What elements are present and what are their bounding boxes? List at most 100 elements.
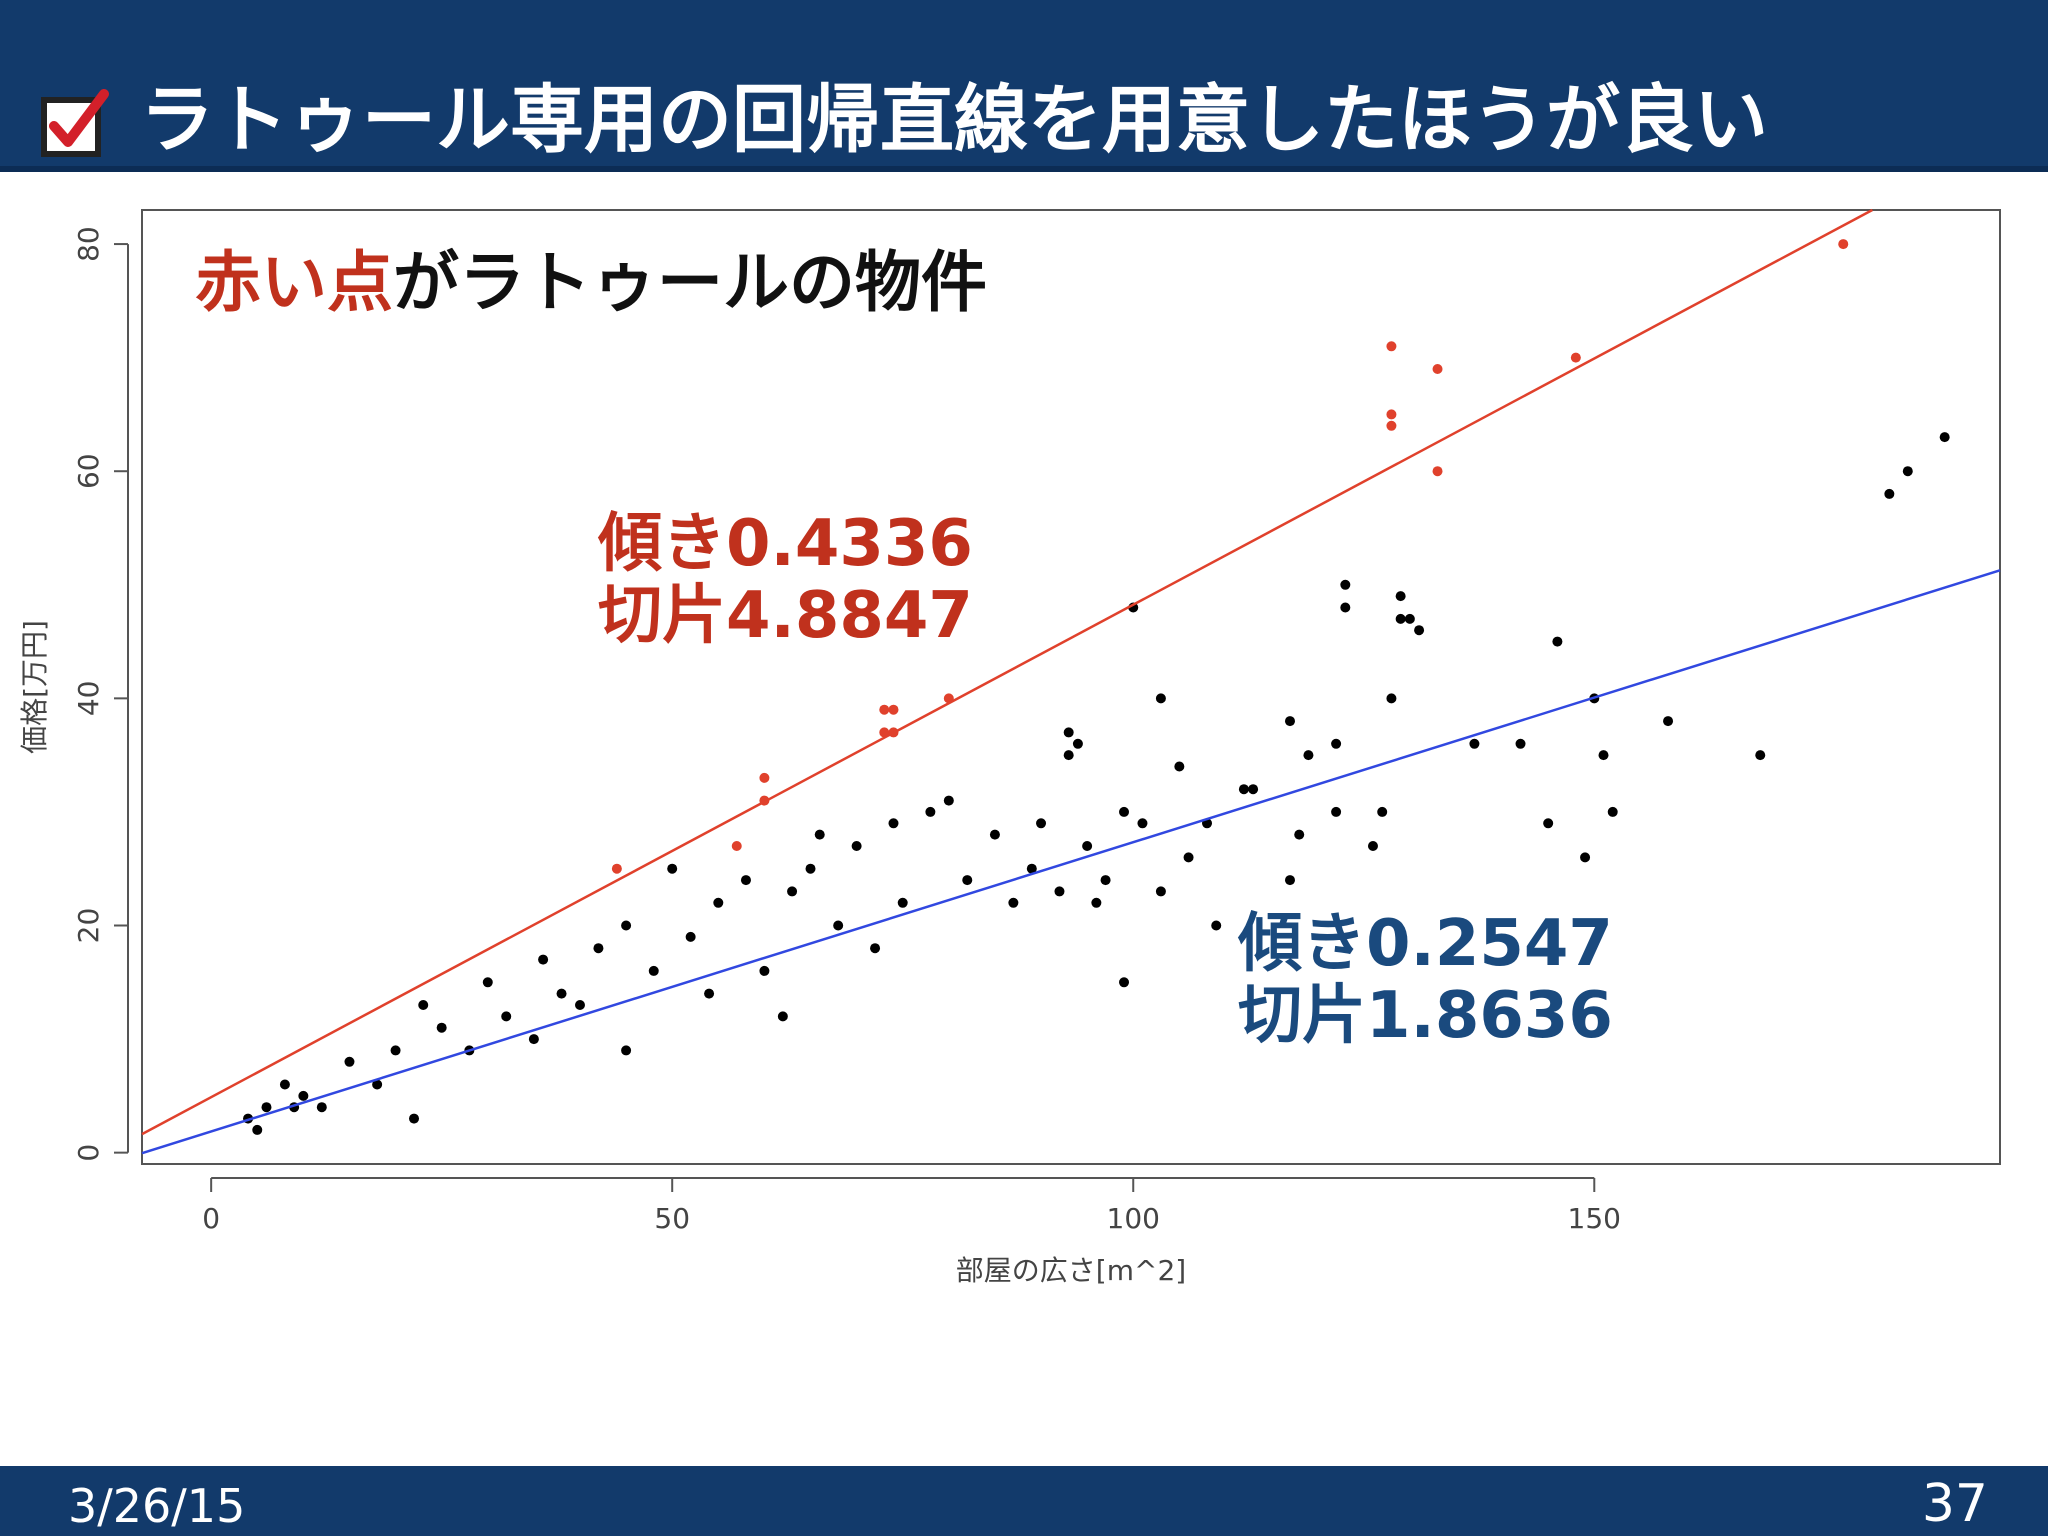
y-tick-label: 20 [72, 908, 105, 944]
black-data-point [1884, 488, 1895, 499]
x-tick-label: 50 [654, 1202, 690, 1235]
caption-rest: がラトゥールの物件 [393, 244, 987, 321]
chart-caption: 赤い点がラトゥールの物件 [195, 240, 987, 326]
black-data-point [1331, 806, 1342, 817]
black-data-point [1119, 806, 1130, 817]
red-data-point [879, 727, 890, 738]
black-data-point [528, 1034, 539, 1045]
black-data-point [1100, 875, 1111, 886]
black-data-point [759, 965, 770, 976]
regression-lines [141, 208, 2001, 1155]
black-data-point [851, 841, 862, 851]
black-data-point [1137, 818, 1148, 829]
black-data-point [787, 886, 798, 897]
red-data-point [1432, 364, 1443, 374]
slide-title: ラトゥール専用の回帰直線を用意したほうが良い [140, 77, 1768, 163]
black-data-point [685, 931, 696, 942]
black-data-point [501, 1011, 512, 1022]
red-regression-line [141, 208, 1873, 1136]
black-data-point [1395, 591, 1406, 602]
red-data-point [1570, 352, 1581, 363]
black-data-point [1174, 761, 1185, 772]
x-tick-label: 100 [1107, 1202, 1160, 1235]
black-data-point [1377, 806, 1388, 817]
black-data-point [1091, 897, 1102, 908]
checkbox-check-icon [41, 89, 109, 157]
red-data-point [879, 704, 890, 715]
plot-frame [141, 209, 2001, 1165]
red-data-point [1386, 420, 1397, 431]
black-data-point [870, 943, 881, 954]
black-data-point [1248, 784, 1259, 795]
black-data-point [1340, 579, 1351, 590]
black-data-point [1284, 875, 1295, 886]
black-data-point [1395, 613, 1406, 624]
black-data-point [777, 1011, 788, 1022]
black-data-point [574, 1000, 585, 1010]
black-data-point [1386, 693, 1397, 704]
black-data-point [1026, 863, 1037, 874]
x-tick-label: 150 [1568, 1202, 1621, 1235]
black-data-point [1063, 727, 1074, 738]
black-data-point [409, 1113, 420, 1124]
red-line-annotation: 傾き0.4336 切片4.8847 [598, 508, 973, 652]
black-data-point [925, 806, 936, 817]
black-data-point [943, 795, 954, 806]
black-data-point [1155, 886, 1166, 897]
blue-line-annotation: 傾き0.2547 切片1.8636 [1238, 908, 1613, 1052]
black-data-point [1294, 829, 1305, 840]
black-data-point [1607, 806, 1618, 817]
y-tick-label: 80 [72, 226, 105, 262]
black-data-point [1755, 750, 1766, 761]
x-tick-label: 0 [202, 1202, 220, 1235]
black-data-point [1580, 852, 1591, 863]
black-data-point [888, 818, 899, 829]
black-data-point [1552, 636, 1563, 647]
black-data-point [1119, 977, 1130, 988]
black-data-point [482, 977, 493, 988]
black-data-point [593, 943, 604, 954]
black-data-point [1183, 852, 1194, 863]
black-data-point [740, 875, 751, 886]
red-data-point [759, 772, 770, 783]
red-data-point [888, 704, 899, 715]
axes: 0 50 100 150 0 20 40 60 80 [72, 226, 1621, 1235]
black-data-point [1367, 841, 1378, 851]
black-data-point [1469, 738, 1480, 749]
black-data-point [814, 829, 825, 840]
black-data-point [252, 1124, 263, 1135]
red-slope-label: 傾き0.4336 [598, 507, 973, 581]
red-data-point [1432, 466, 1443, 477]
slide-header: ラトゥール専用の回帰直線を用意したほうが良い [0, 0, 2048, 172]
black-data-point [713, 897, 724, 908]
black-data-point [1340, 602, 1351, 613]
black-data-point [1082, 841, 1093, 851]
black-data-point [1414, 625, 1425, 636]
red-data-point [1838, 239, 1849, 250]
blue-intercept-label: 切片1.8636 [1238, 979, 1613, 1053]
black-data-point [805, 863, 816, 874]
data-points [243, 239, 1950, 1135]
black-data-point [1211, 920, 1222, 931]
black-data-point [1063, 750, 1074, 761]
red-data-point [731, 841, 742, 851]
black-data-point [344, 1056, 355, 1067]
black-data-point [1902, 466, 1913, 477]
black-data-point [1939, 432, 1950, 443]
y-tick-label: 40 [72, 681, 105, 717]
black-data-point [1543, 818, 1554, 829]
black-data-point [1238, 784, 1249, 795]
black-data-point [1008, 897, 1019, 908]
black-data-point [436, 1022, 447, 1033]
red-data-point [1386, 409, 1397, 420]
black-data-point [1072, 738, 1083, 749]
black-data-point [833, 920, 844, 931]
black-data-point [1598, 750, 1609, 761]
y-tick-label: 0 [72, 1144, 105, 1162]
black-data-point [989, 829, 1000, 840]
caption-highlight: 赤い点 [195, 244, 393, 321]
black-data-point [1284, 716, 1295, 727]
black-data-point [962, 875, 973, 886]
black-data-point [1036, 818, 1047, 829]
page-number: 37 [1921, 1474, 1988, 1534]
